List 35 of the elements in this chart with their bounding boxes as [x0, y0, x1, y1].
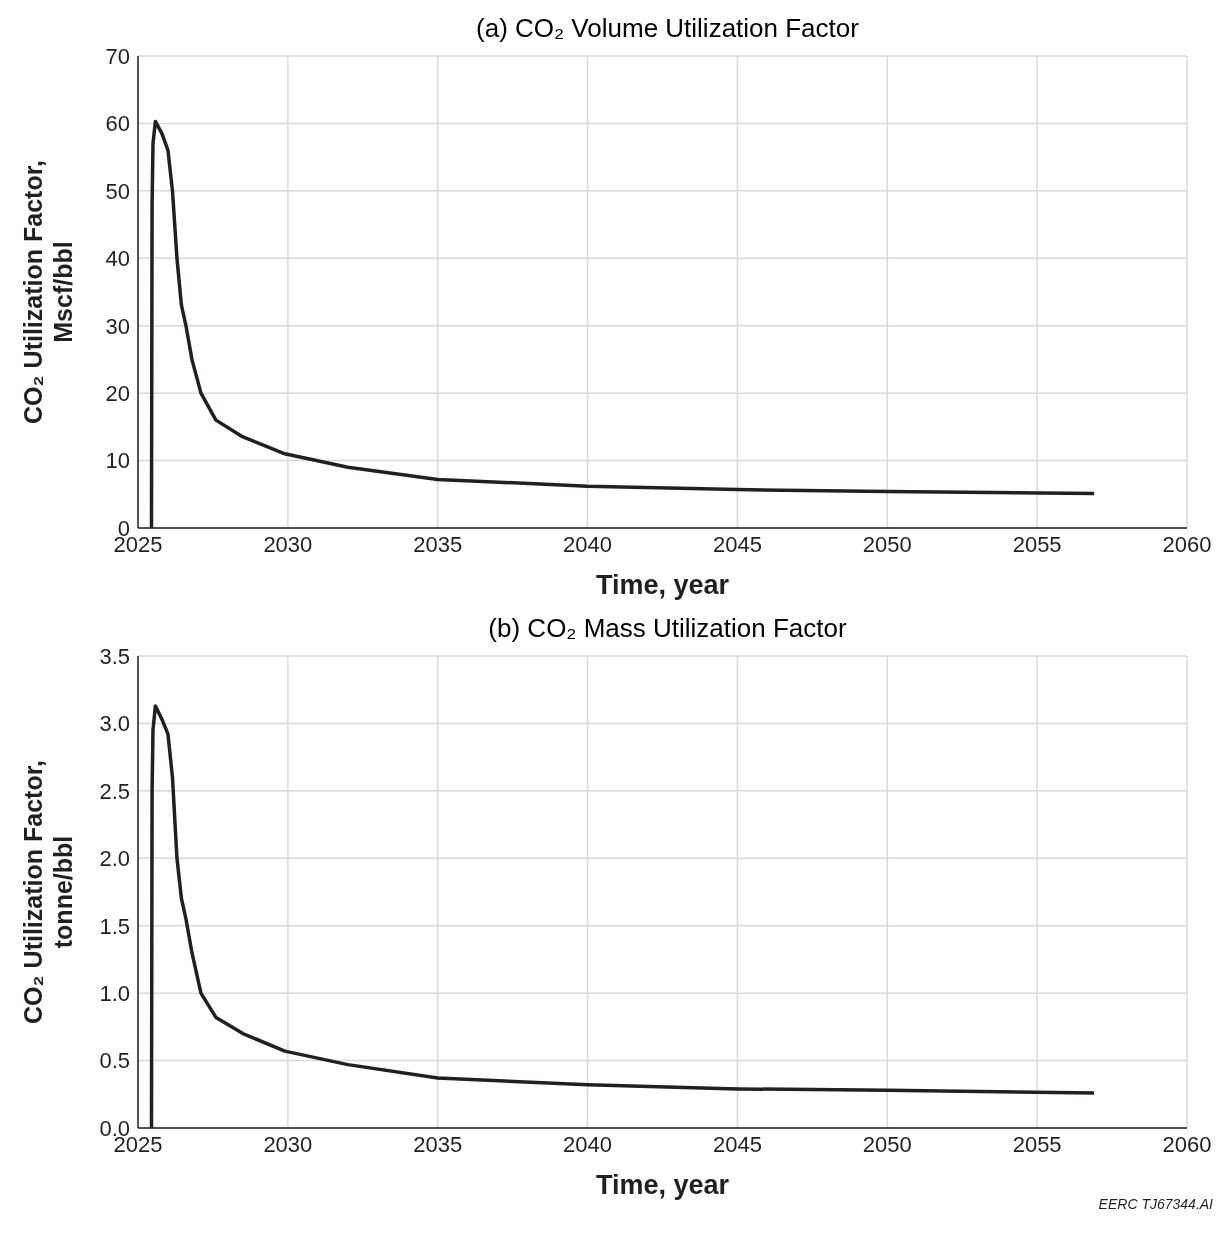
- y-tick-label: 10: [105, 448, 130, 474]
- y-tick-label: 2.5: [99, 778, 130, 804]
- x-tick-label: 2055: [1012, 1131, 1062, 1157]
- y-tick-label: 1.0: [99, 980, 130, 1006]
- x-tick-label: 2045: [712, 531, 762, 557]
- y-tick-label: 30: [105, 313, 130, 339]
- y-tick-label: 40: [105, 246, 130, 272]
- x-tick-label: 2045: [712, 1131, 762, 1157]
- x-tick-label: 2040: [563, 1131, 613, 1157]
- y-tick-label: 60: [105, 111, 130, 137]
- chart-title: (a) CO₂ Volume Utilization Factor: [476, 13, 859, 43]
- y-tick-label: 70: [105, 43, 130, 69]
- x-tick-label: 2050: [862, 1131, 912, 1157]
- y-tick-label: 3.0: [99, 711, 130, 737]
- x-tick-label: 2050: [862, 531, 912, 557]
- x-tick-label: 2040: [563, 531, 613, 557]
- y-tick-label: 20: [105, 380, 130, 406]
- y-tick-label: 2.0: [99, 846, 130, 872]
- y-tick-label: 3.5: [99, 643, 130, 669]
- y-tick-label: 0.5: [99, 1048, 130, 1074]
- x-tick-label: 2035: [413, 531, 463, 557]
- chart-title: (b) CO₂ Mass Utilization Factor: [488, 613, 847, 643]
- y-tick-label: 1.5: [99, 913, 130, 939]
- x-tick-label: 2030: [263, 531, 313, 557]
- y-axis-title: CO₂ Utilization Factor, tonne/bbl: [19, 760, 77, 1024]
- x-axis-title: Time, year: [595, 570, 730, 600]
- x-tick-label: 2060: [1162, 1131, 1212, 1157]
- x-tick-label: 2055: [1012, 531, 1062, 557]
- y-tick-label: 50: [105, 178, 130, 204]
- x-tick-label: 2030: [263, 1131, 313, 1157]
- x-tick-label: 2060: [1162, 531, 1212, 557]
- text: EERC TJ67344.AI: [1098, 1196, 1213, 1212]
- y-axis-title: CO₂ Utilization Factor, Mscf/bbl: [19, 160, 77, 424]
- x-axis-title: Time, year: [595, 1170, 730, 1200]
- x-tick-label: 2035: [413, 1131, 463, 1157]
